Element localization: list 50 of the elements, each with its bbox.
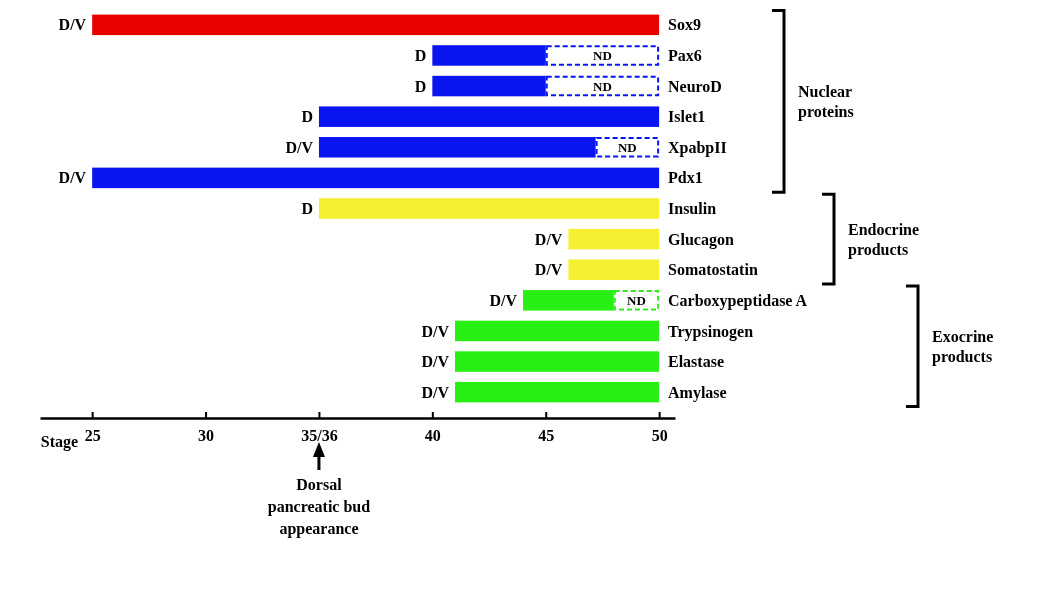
data-label: ND [627,292,646,308]
data-label: D/V [421,322,450,340]
y-tick-label: Sox9 [668,16,701,34]
y-tick-label: NeuroD [668,77,722,95]
y-tick-label: Pdx1 [668,169,703,187]
bar [318,106,660,127]
bar [318,198,660,219]
data-label: D [301,200,313,218]
data-label: D/V [58,169,87,187]
y-tick-label: Islet1 [668,108,706,126]
bar [455,351,660,372]
data-label: D/V [421,353,450,371]
y-tick-label: Elastase [668,353,724,371]
data-label: D [301,108,313,126]
data-label: D [414,47,427,65]
text: Dorsal pancreatic bud appearance [267,476,371,538]
y-tick-label: Trypsinogen [668,322,754,341]
y-tick-label: Amylase [668,383,727,402]
bar [455,381,660,403]
x-tick-label: 35/36 [301,427,338,445]
y-tick-label: Insulin [668,200,717,218]
y-tick-label: Carboxypeptidase A [668,291,808,310]
bar [455,320,660,342]
x-tick-label: 40 [424,427,441,445]
data-label: ND [617,139,637,155]
text: Endocrine products [848,220,920,259]
data-label: ND [593,78,612,94]
y-tick-label: XpabpII [668,138,727,157]
text: Nuclear proteins [798,82,854,121]
text: Exocrine products [932,327,994,366]
data-label: D/V [285,138,314,156]
data-label: D/V [534,230,563,248]
bar [568,228,660,250]
data-label: D/V [58,16,87,34]
x-tick-label: 25 [84,427,101,445]
data-label: D/V [534,261,563,279]
bar [92,14,660,36]
data-label: D [414,77,427,95]
y-tick-label: Glucagon [668,230,734,249]
x-tick-label: 30 [198,427,215,445]
data-label: ND [593,48,612,63]
data-label: D/V [421,383,450,401]
y-tick-label: Somatostatin [668,261,758,279]
x-axis-title: Stage [40,433,79,452]
data-label: D/V [489,291,518,309]
bar [568,259,660,280]
y-tick-label: Pax6 [668,47,702,65]
x-tick-label: 45 [538,427,555,445]
bar [92,167,660,189]
x-tick-label: 50 [651,427,668,445]
